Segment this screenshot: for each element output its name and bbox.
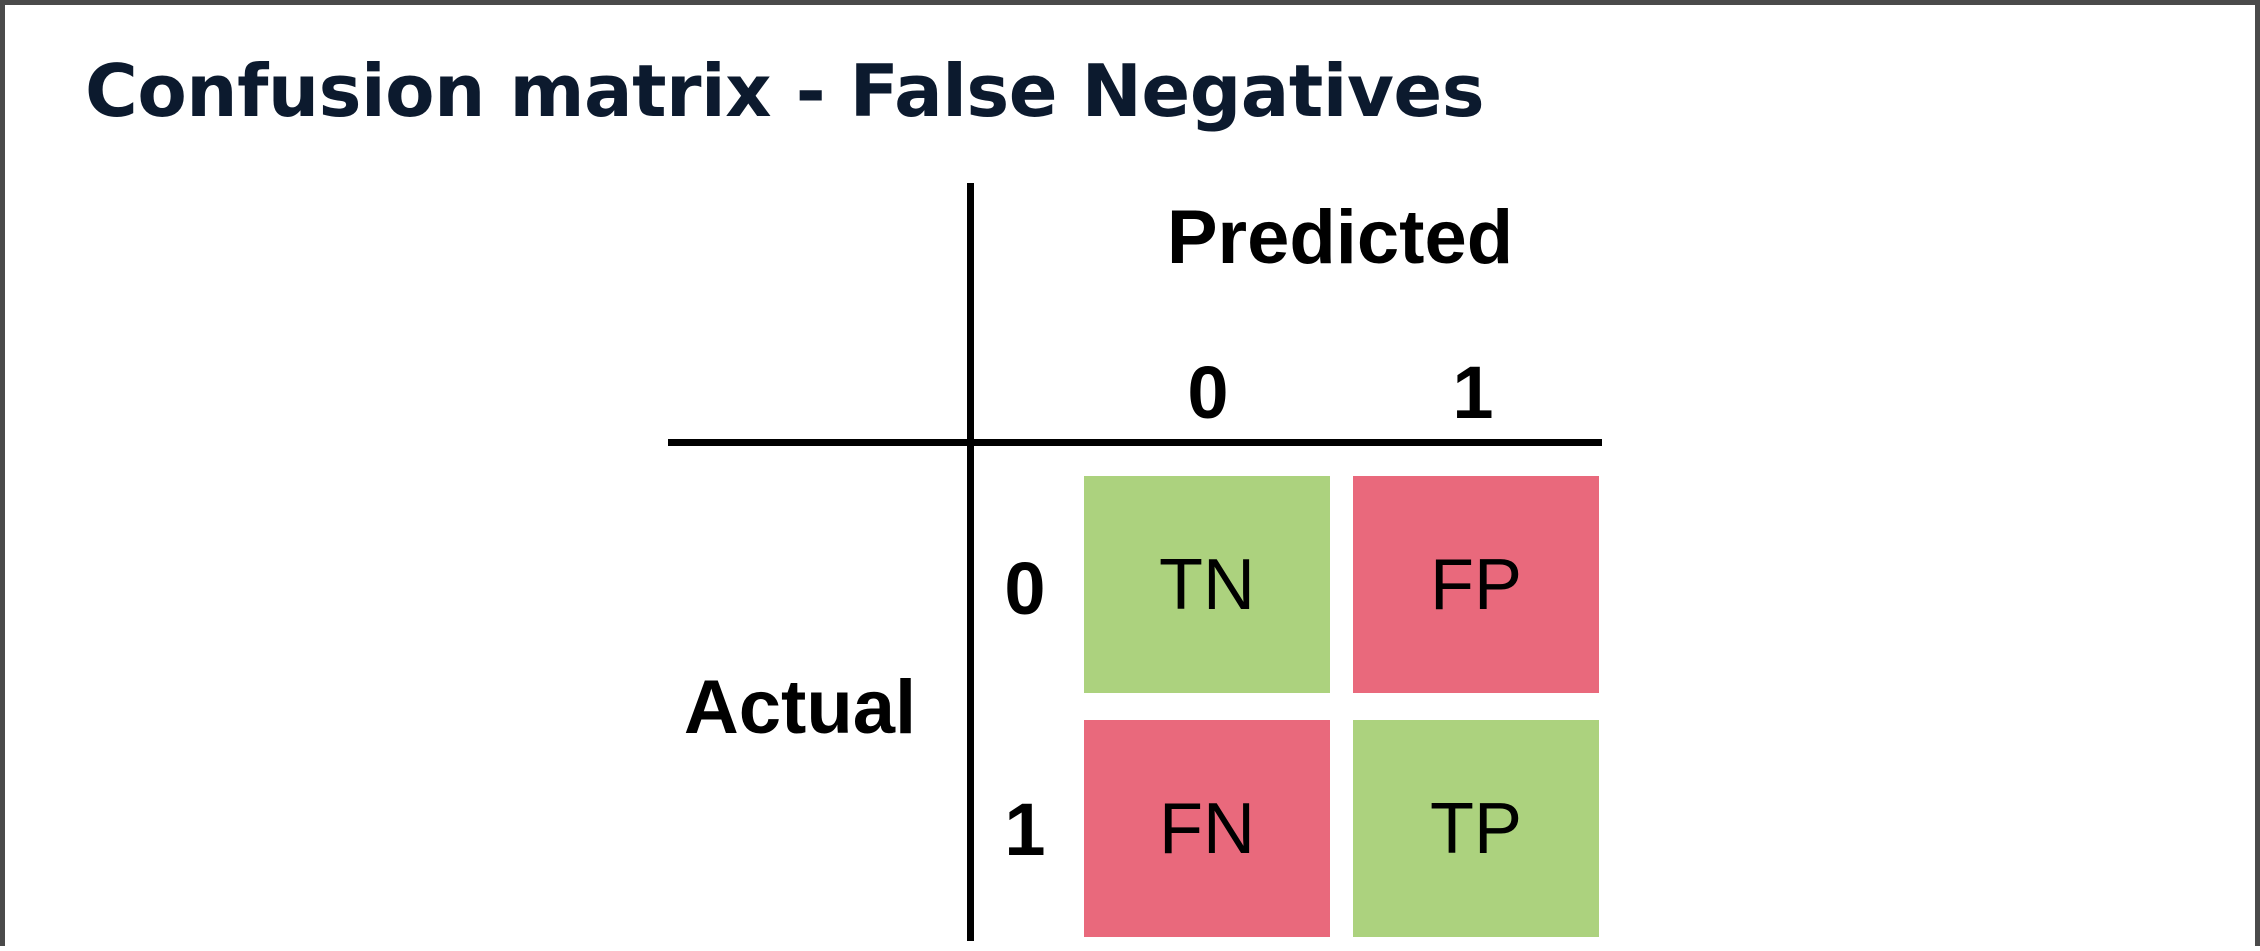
actual-tick-1: 1 <box>1004 788 1046 871</box>
cell-false-positive-label: FP <box>1429 544 1522 625</box>
slide-title: Confusion matrix - False Negatives <box>85 49 1485 133</box>
actual-axis-label: Actual <box>683 665 917 750</box>
cell-false-negative: FN <box>1084 720 1330 937</box>
cell-false-positive: FP <box>1353 476 1599 693</box>
cell-true-positive-label: TP <box>1429 788 1522 869</box>
cell-true-positive: TP <box>1353 720 1599 937</box>
confusion-matrix: Predicted Actual 0 1 0 1 TN FP FN TP <box>5 5 2260 951</box>
actual-tick-0: 0 <box>1004 547 1046 630</box>
matrix-vertical-divider <box>967 183 974 941</box>
predicted-tick-1: 1 <box>1452 351 1494 434</box>
predicted-tick-0: 0 <box>1187 351 1229 434</box>
cell-true-negative: TN <box>1084 476 1330 693</box>
cell-true-negative-label: TN <box>1159 544 1255 625</box>
predicted-axis-label: Predicted <box>1166 195 1514 280</box>
matrix-horizontal-divider <box>668 439 1602 446</box>
cell-false-negative-label: FN <box>1159 788 1255 869</box>
